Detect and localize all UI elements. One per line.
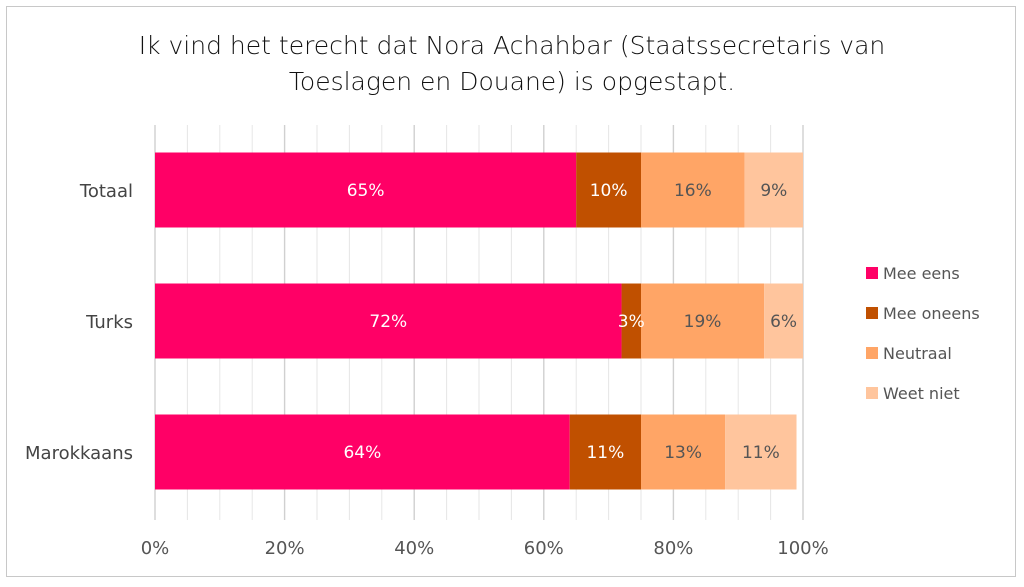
legend-swatch bbox=[866, 307, 878, 319]
data-label: 65% bbox=[347, 181, 385, 201]
category-label-totaal: Totaal bbox=[79, 181, 133, 202]
data-label: 9% bbox=[760, 181, 787, 201]
x-tick-label: 0% bbox=[141, 538, 170, 559]
bar-mee-eens-totaal bbox=[155, 152, 577, 228]
bar-mee-oneens-totaal bbox=[576, 152, 641, 228]
data-labels: 65% 10% 16% 9% 72% 3% 19% 6% 64% 11% 13% 11% bbox=[343, 181, 797, 463]
data-label: 6% bbox=[770, 312, 797, 332]
data-label: 13% bbox=[664, 443, 702, 463]
data-label: 19% bbox=[684, 312, 722, 332]
x-axis-tick-labels: 0% 20% 40% 60% 80% 100% bbox=[141, 538, 829, 559]
bars bbox=[155, 152, 803, 490]
legend-label: Mee eens bbox=[883, 264, 960, 283]
x-tick-label: 20% bbox=[265, 538, 305, 559]
legend-label: Neutraal bbox=[883, 344, 952, 363]
bar-mee-eens-turks bbox=[155, 283, 622, 359]
category-label-turks: Turks bbox=[85, 312, 133, 333]
bar-weet-niet-turks bbox=[764, 283, 803, 359]
data-label: 64% bbox=[343, 443, 381, 463]
legend-swatch bbox=[866, 267, 878, 279]
bar-neutraal-totaal bbox=[641, 152, 745, 228]
bar-neutraal-turks bbox=[641, 283, 765, 359]
x-tick-label: 40% bbox=[394, 538, 434, 559]
data-label: 16% bbox=[674, 181, 712, 201]
legend: Mee eens Mee oneens Neutraal Weet niet bbox=[866, 264, 980, 403]
bar-weet-niet-marokkaans bbox=[725, 414, 797, 490]
legend-label: Mee oneens bbox=[883, 304, 980, 323]
category-label-marokkaans: Marokkaans bbox=[25, 443, 133, 464]
legend-swatch bbox=[866, 347, 878, 359]
x-tick-label: 60% bbox=[524, 538, 564, 559]
legend-swatch bbox=[866, 387, 878, 399]
bar-mee-oneens-marokkaans bbox=[569, 414, 641, 490]
legend-label: Weet niet bbox=[883, 384, 960, 403]
category-labels: Totaal Turks Marokkaans bbox=[25, 181, 133, 464]
bar-neutraal-marokkaans bbox=[641, 414, 726, 490]
chart-title-line-2: Toeslagen en Douane) is opgestapt. bbox=[288, 67, 736, 96]
data-label: 11% bbox=[586, 443, 624, 463]
chart-title: Ik vind het terecht dat Nora Achahbar (S… bbox=[0, 28, 1024, 100]
bar-weet-niet-totaal bbox=[744, 152, 803, 228]
data-label: 72% bbox=[369, 312, 407, 332]
data-label: 3% bbox=[618, 312, 645, 332]
x-tick-label: 100% bbox=[777, 538, 828, 559]
data-label: 10% bbox=[590, 181, 628, 201]
bar-mee-oneens-turks bbox=[621, 283, 641, 359]
chart-title-line-1: Ik vind het terecht dat Nora Achahbar (S… bbox=[138, 31, 886, 60]
x-tick-label: 80% bbox=[653, 538, 693, 559]
data-label: 11% bbox=[742, 443, 780, 463]
bar-mee-eens-marokkaans bbox=[155, 414, 570, 490]
